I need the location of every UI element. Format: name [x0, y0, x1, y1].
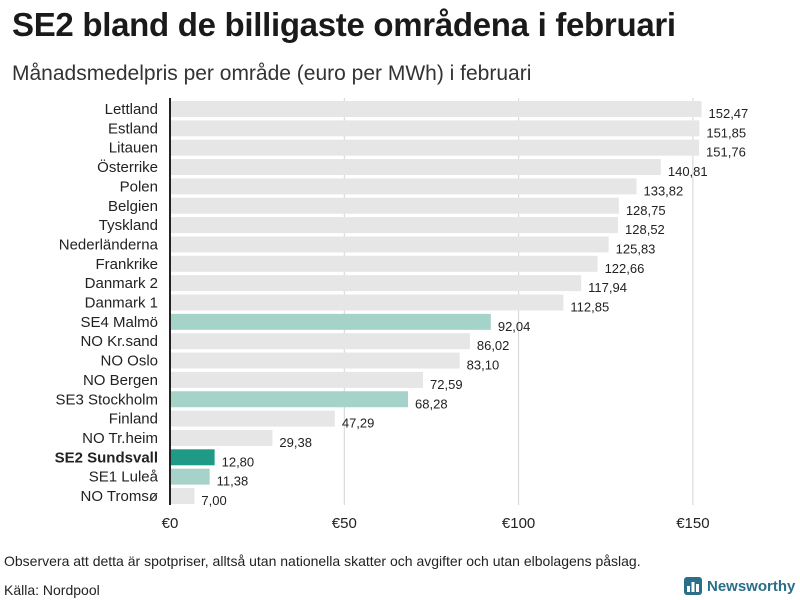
bar [170, 333, 470, 350]
x-tick-label: €0 [162, 515, 179, 532]
value-label: 125,83 [616, 241, 656, 256]
bar [170, 275, 582, 292]
bar [170, 139, 700, 156]
brand-logo: Newsworthy [684, 577, 795, 595]
value-label: 83,10 [467, 358, 500, 373]
footnote: Observera att detta är spotpriser, allts… [4, 553, 641, 569]
value-label: 128,75 [626, 203, 666, 218]
bar [170, 313, 491, 330]
value-label: 133,82 [643, 183, 683, 198]
category-label: Frankrike [95, 256, 158, 273]
value-label: 128,52 [625, 222, 665, 237]
value-label: 151,85 [706, 125, 746, 140]
category-label: NO Kr.sand [80, 333, 158, 350]
category-label: SE1 Luleå [89, 469, 159, 486]
category-label: NO Oslo [100, 353, 158, 370]
category-label: NO Tromsø [81, 488, 159, 505]
category-label: SE4 Malmö [80, 314, 158, 331]
value-label: 47,29 [342, 416, 375, 431]
bar [170, 352, 460, 369]
category-label: Danmark 2 [85, 275, 158, 292]
bar [170, 197, 619, 214]
category-label: Estland [108, 120, 158, 137]
bar [170, 391, 409, 408]
bar [170, 429, 273, 446]
value-label: 7,00 [201, 493, 226, 508]
bar [170, 217, 619, 234]
bar [170, 178, 637, 195]
value-label: 140,81 [668, 164, 708, 179]
category-label: Tyskland [99, 217, 158, 234]
value-label: 112,85 [570, 300, 609, 315]
value-label: 86,02 [477, 338, 510, 353]
value-label: 12,80 [222, 454, 255, 469]
value-label: 92,04 [498, 319, 531, 334]
x-tick-label: €50 [332, 515, 357, 532]
bar [170, 449, 215, 466]
category-label: Danmark 1 [85, 295, 158, 312]
category-label: Belgien [108, 198, 158, 215]
category-label: SE2 Sundsvall [55, 449, 158, 466]
value-label: 68,28 [415, 396, 448, 411]
chart-subtitle: Månadsmedelpris per område (euro per MWh… [12, 62, 532, 85]
category-label: SE3 Stockholm [55, 391, 158, 408]
bar [170, 101, 702, 117]
bar [170, 410, 335, 427]
value-label: 117,94 [588, 280, 627, 295]
bar [170, 159, 661, 176]
category-label: Polen [120, 178, 158, 195]
category-label: Litauen [109, 140, 158, 157]
value-label: 29,38 [279, 435, 312, 450]
bar [170, 294, 564, 311]
source-label: Källa: Nordpool [4, 582, 100, 598]
value-label: 72,59 [430, 377, 463, 392]
brand-name: Newsworthy [707, 577, 796, 595]
category-label: Nederländerna [59, 236, 159, 253]
bar [170, 488, 195, 504]
category-label: NO Bergen [83, 372, 158, 389]
category-label: Lettland [105, 101, 158, 118]
x-tick-label: €150 [676, 515, 709, 532]
value-label: 122,66 [605, 261, 645, 276]
category-label: Österrike [97, 158, 158, 176]
value-label: 11,38 [217, 474, 249, 489]
value-label: 151,76 [706, 145, 746, 160]
bar-chart: Lettland 152,47 Estland 151,85 Litauen 151,76… [55, 98, 749, 532]
chart-title: SE2 bland de billigaste områdena i febru… [12, 6, 676, 43]
category-label: NO Tr.heim [82, 430, 158, 447]
value-label: 152,47 [709, 106, 749, 121]
x-tick-label: €100 [502, 515, 535, 532]
bar [170, 371, 424, 388]
bar [170, 236, 609, 253]
newsworthy-logo-icon [684, 577, 702, 595]
bar [170, 255, 598, 272]
bar [170, 120, 700, 137]
bar [170, 468, 210, 485]
category-label: Finland [109, 411, 158, 428]
